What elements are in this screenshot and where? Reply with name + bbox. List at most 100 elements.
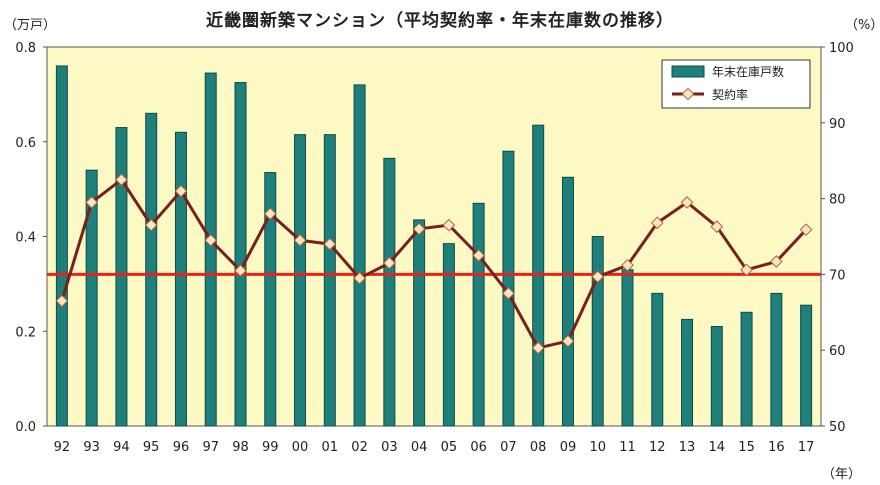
x-tick-label: 10 (589, 440, 606, 455)
right-axis-unit: （%） (845, 18, 880, 33)
bar (710, 326, 723, 427)
right-axis: 50 60 70 80 90 100 (821, 41, 854, 435)
line-marker (115, 173, 128, 187)
x-tick-label: 93 (83, 440, 100, 455)
line-marker (234, 264, 247, 277)
line-marker (323, 237, 337, 251)
x-tick-label: 96 (173, 440, 190, 455)
right-tick-label: 50 (829, 420, 846, 435)
line-marker (710, 220, 724, 234)
line-marker (472, 249, 486, 262)
left-axis: 0.0 0.2 0.4 0.6 0.8 (15, 41, 47, 435)
right-tick-label: 70 (829, 268, 846, 283)
x-tick-label: 07 (500, 440, 517, 455)
left-tick-label: 0.2 (15, 325, 36, 340)
line-marker (621, 258, 634, 272)
line-marker (769, 255, 783, 268)
x-tick-label: 01 (322, 440, 339, 455)
bar (591, 236, 604, 427)
bar (413, 219, 426, 427)
x-tick-label: 97 (202, 440, 219, 455)
legend-bar-label: 年末在庫戸数 (712, 64, 784, 79)
x-tick-label: 12 (649, 440, 666, 455)
bar (681, 318, 694, 427)
x-tick-label: 06 (470, 440, 487, 455)
x-tick-label: 14 (709, 440, 726, 455)
bar (264, 172, 277, 427)
line-series (55, 173, 813, 355)
line-marker (293, 233, 307, 247)
bar (323, 134, 336, 427)
right-tick-label: 90 (829, 117, 846, 132)
legend-line-label: 契約率 (712, 87, 748, 102)
x-tick-label: 00 (292, 440, 309, 455)
x-tick-label: 15 (738, 440, 755, 455)
x-tick-label: 04 (411, 440, 428, 455)
left-tick-label: 0.6 (15, 136, 36, 151)
x-tick-label: 17 (798, 440, 815, 455)
x-tick-label: 08 (530, 440, 547, 455)
line-marker (502, 286, 515, 300)
line-marker (174, 184, 188, 198)
x-tick-label: 95 (143, 440, 160, 455)
bar (145, 112, 158, 427)
line-marker (442, 218, 456, 232)
left-axis-unit: （万戸） (4, 18, 57, 33)
legend-bar-swatch (671, 65, 705, 78)
x-axis: 92 93 94 95 96 97 98 99 00 01 02 03 04 05 06 07 08 09 10 11… (54, 440, 815, 455)
x-tick-label: 92 (54, 440, 71, 455)
left-tick-label: 0.4 (15, 231, 36, 246)
line-marker (531, 341, 545, 355)
x-tick-label: 11 (619, 440, 636, 455)
line-marker (144, 218, 158, 232)
x-tick-label: 16 (768, 440, 785, 455)
left-tick-label: 0.0 (15, 420, 36, 435)
legend: 年末在庫戸数 契約率 (661, 59, 811, 109)
line-marker (799, 223, 813, 237)
right-tick-label: 100 (829, 41, 854, 56)
line-marker (412, 222, 426, 236)
bar (234, 82, 247, 427)
x-axis-unit: （年） (822, 467, 862, 482)
x-tick-label: 09 (560, 440, 577, 455)
x-tick-label: 13 (679, 440, 696, 455)
line-marker (85, 196, 99, 209)
bar (561, 176, 574, 427)
x-tick-label: 05 (441, 440, 458, 455)
bar (442, 243, 455, 427)
bar (115, 127, 128, 427)
line-marker (263, 207, 277, 221)
line-marker (650, 216, 664, 230)
x-tick-label: 99 (262, 440, 279, 455)
bar (353, 84, 366, 427)
right-tick-label: 80 (829, 193, 846, 208)
bar (800, 304, 813, 427)
x-tick-label: 03 (381, 440, 398, 455)
bar (621, 269, 634, 427)
line-path (60, 177, 808, 350)
line-marker (204, 233, 218, 247)
x-tick-label: 98 (232, 440, 249, 455)
x-tick-label: 94 (113, 440, 130, 455)
bar (55, 65, 68, 427)
bar (174, 131, 187, 427)
line-marker (55, 294, 69, 308)
x-tick-label: 02 (351, 440, 368, 455)
bar (472, 202, 485, 427)
right-tick-label: 60 (829, 344, 846, 359)
line-marker (740, 263, 753, 277)
left-tick-label: 0.8 (15, 41, 36, 56)
line-marker (353, 271, 366, 285)
bar (740, 311, 753, 427)
bar (294, 134, 307, 427)
legend-line-marker (681, 87, 695, 101)
line-marker (680, 196, 694, 209)
line-marker (382, 256, 396, 270)
line-marker (561, 334, 575, 348)
bar (204, 72, 217, 427)
chart-title: 近畿圏新築マンション（平均契約率・年末在庫数の推移） (206, 11, 674, 31)
line-marker (591, 270, 605, 284)
bar (383, 157, 396, 427)
bar (770, 292, 783, 427)
